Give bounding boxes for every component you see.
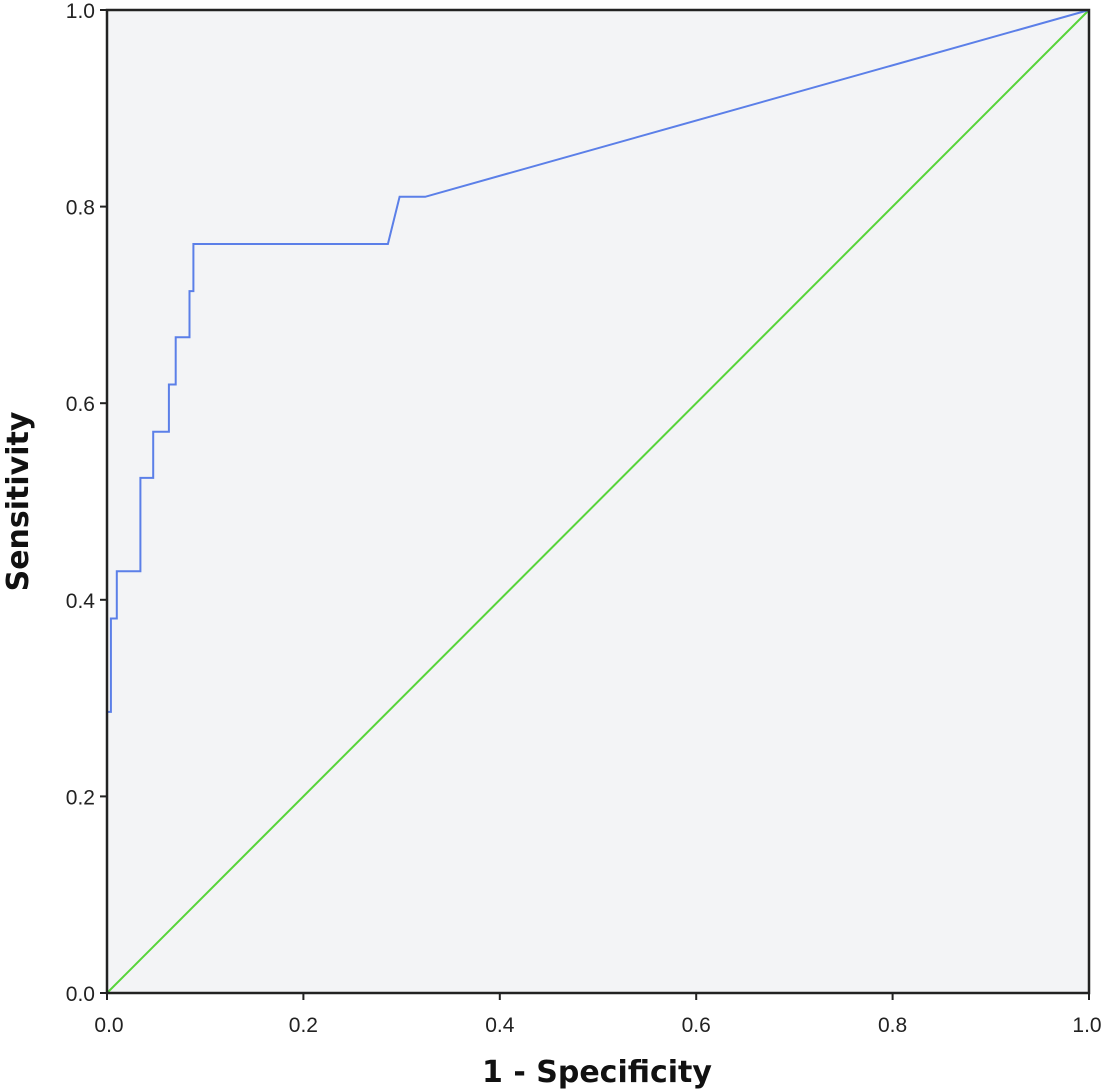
x-tick-label: 1.0 bbox=[1072, 1014, 1101, 1037]
y-axis-title: Sensitivity bbox=[1, 411, 36, 591]
x-tick-label: 0.2 bbox=[289, 1014, 318, 1037]
x-axis-title: 1 - Specificity bbox=[482, 1055, 712, 1090]
reference-line bbox=[106, 9, 1090, 994]
x-tick-label: 0.6 bbox=[682, 1014, 711, 1037]
x-tick-label: 0.8 bbox=[878, 1014, 907, 1037]
ticks-layer: 0.0 0.2 0.4 0.6 0.8 1.0 0.0 0.2 0.4 0.6 0.8 1.0 bbox=[66, 0, 1102, 1037]
roc-curve bbox=[106, 9, 1090, 993]
y-tick-label: 0.4 bbox=[66, 590, 96, 613]
y-tick-label: 0.2 bbox=[66, 786, 95, 809]
plot-frame bbox=[105, 8, 1091, 995]
x-tick-label: 0.4 bbox=[485, 1014, 515, 1037]
y-tick-label: 0.8 bbox=[66, 197, 95, 220]
y-tick-label: 0.0 bbox=[66, 983, 95, 1006]
series-layer bbox=[106, 9, 1090, 994]
x-tick-label: 0.0 bbox=[94, 1014, 123, 1037]
y-tick-label: 1.0 bbox=[66, 0, 95, 23]
y-tick-label: 0.6 bbox=[66, 393, 95, 416]
